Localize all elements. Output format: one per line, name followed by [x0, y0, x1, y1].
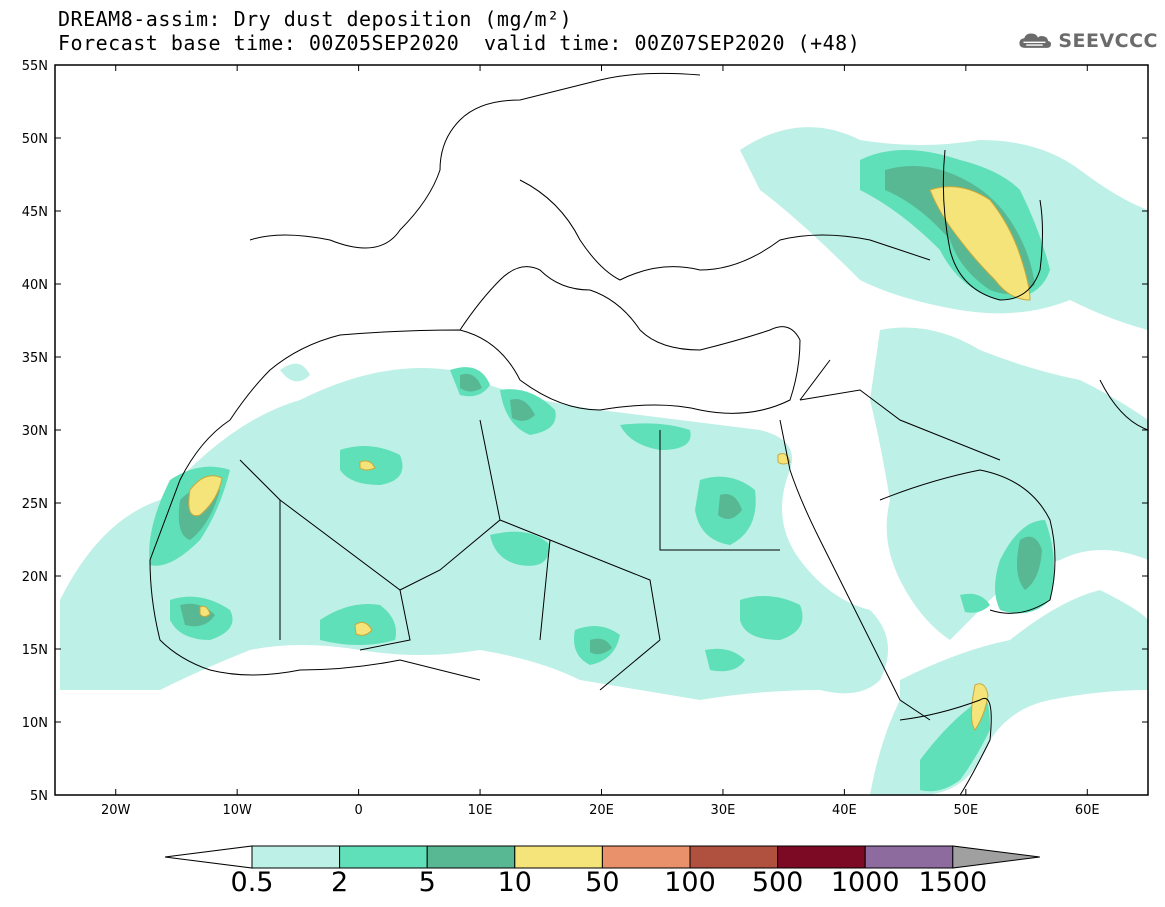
colorbar-label: 1500	[918, 867, 988, 898]
colorbar-label: 10	[497, 867, 532, 898]
colorbar-label: 0.5	[230, 867, 274, 898]
colorbar-segment	[689, 845, 779, 869]
colorbar-segment	[777, 845, 866, 869]
colorbar-label: 1000	[830, 867, 900, 898]
colorbar-low-triangle	[164, 845, 253, 869]
lon-label: 10E	[468, 803, 493, 818]
dust-level-0.5	[60, 127, 1148, 795]
lon-label: 50E	[953, 803, 978, 818]
map-title: DREAM8-assim: Dry dust deposition (mg/m²…	[58, 7, 573, 31]
colorbar-segment	[251, 845, 341, 869]
seevccc-logo: SEEVCCC	[1018, 26, 1158, 56]
lon-label: 60E	[1075, 803, 1100, 818]
colorbar-label: 2	[331, 867, 349, 898]
forecast-base-time: Forecast base time: 00Z05SEP2020	[58, 31, 460, 55]
lat-label: 20N	[22, 570, 48, 585]
lon-label: 0	[354, 803, 362, 818]
lat-label: 40N	[22, 278, 48, 293]
lat-label: 45N	[22, 205, 48, 220]
lon-label: 10W	[222, 803, 252, 818]
lon-label: 40E	[832, 803, 857, 818]
colorbar-segment	[864, 845, 954, 869]
dust-level-10	[188, 186, 1031, 731]
colorbar-label: 500	[751, 867, 804, 898]
colorbar-label: 100	[664, 867, 716, 898]
lon-label: 20E	[589, 803, 614, 818]
colorbar-label: 50	[585, 867, 620, 898]
colorbar	[164, 845, 1040, 869]
lat-label: 30N	[22, 424, 48, 439]
lon-label: 30E	[711, 803, 736, 818]
lat-label: 50N	[22, 132, 48, 147]
cloud-icon	[1019, 33, 1052, 48]
colorbar-label: 5	[418, 867, 436, 898]
lat-label: 35N	[22, 351, 48, 366]
colorbar-segment	[514, 845, 603, 869]
lat-label: 10N	[22, 716, 48, 731]
lat-label: 15N	[22, 643, 48, 658]
coastlines-borders	[149, 72, 1148, 795]
colorbar-segment	[426, 845, 516, 869]
colorbar-segment	[601, 845, 691, 869]
colorbar-segment	[339, 845, 428, 869]
colorbar-high-triangle	[952, 845, 1040, 869]
logo-text: SEEVCCC	[1058, 30, 1158, 52]
valid-time: valid time: 00Z07SEP2020 (+48)	[484, 31, 861, 55]
lat-label: 55N	[22, 59, 48, 74]
longitude-axis: 20W 10W 0 10E 20E 30E 40E 50E 60E	[101, 65, 1100, 818]
latitude-axis: 55N 50N 45N 40N 35N 30N 25N 20N 15N 10N 5N	[22, 59, 1148, 804]
lon-label: 20W	[101, 803, 131, 818]
lat-label: 25N	[22, 497, 48, 512]
dust-fields	[60, 127, 1148, 795]
lat-label: 5N	[30, 789, 48, 804]
